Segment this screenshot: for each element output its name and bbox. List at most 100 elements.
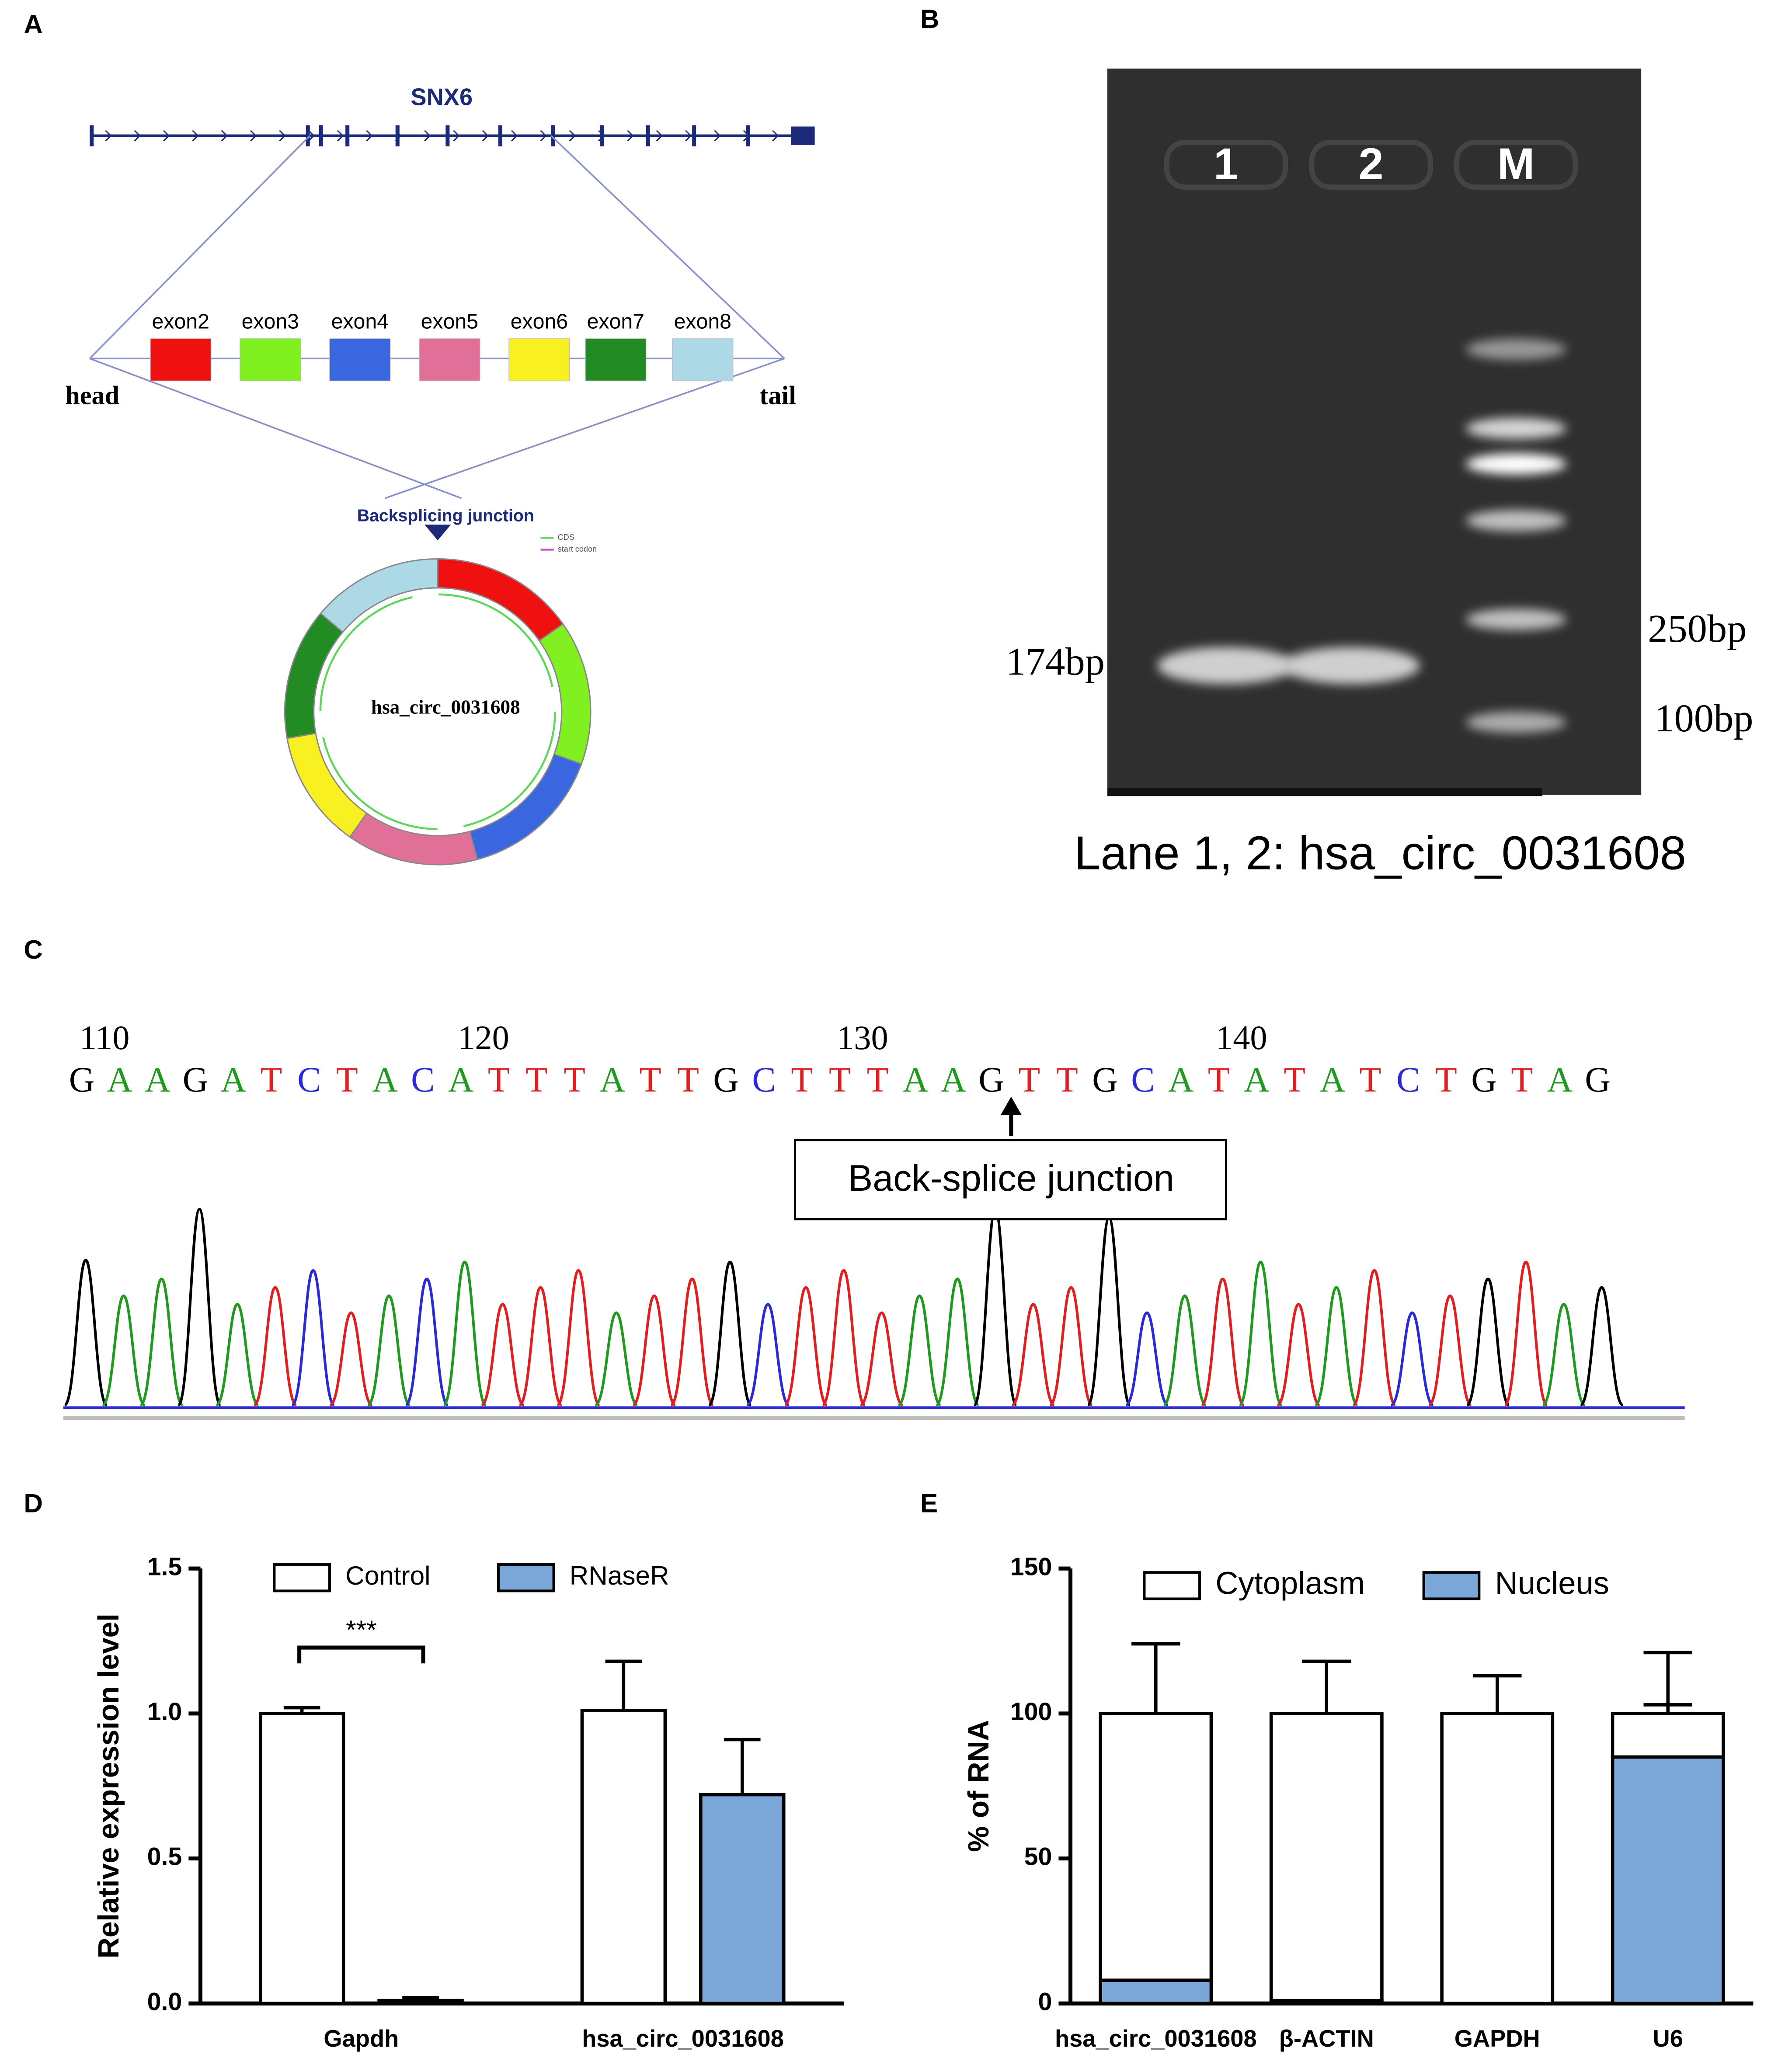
chromatogram-peak — [102, 1294, 146, 1407]
base-letter: A — [145, 1060, 170, 1099]
error-bar — [1473, 1674, 1522, 1714]
track-chevron — [656, 130, 663, 142]
track-chevron — [424, 130, 431, 142]
significance-label: *** — [346, 1615, 376, 1644]
exon-box — [419, 338, 480, 382]
base-letter: T — [1360, 1060, 1381, 1099]
circ-segment — [349, 812, 478, 866]
junction-label: Backsplicing junction — [357, 506, 534, 525]
lane-label: 1 — [1214, 139, 1239, 189]
junction-arrowhead — [1000, 1096, 1022, 1115]
exon-box — [150, 338, 212, 382]
gel-well — [1309, 139, 1433, 190]
exon-label: exon8 — [674, 309, 731, 333]
head-label: head — [65, 381, 119, 410]
x-tick-label: hsa_circ_0031608 — [1055, 2025, 1257, 2052]
bar — [377, 1999, 464, 2005]
chromatogram-peak — [973, 1208, 1018, 1407]
bar — [1611, 1755, 1725, 2005]
chromatogram-peak — [1125, 1311, 1169, 1407]
y-tick-label: 50 — [1024, 1843, 1052, 1871]
chromatogram-peak — [518, 1286, 563, 1407]
gene-exon — [345, 125, 350, 146]
y-axis-label: Relative expression level — [93, 1613, 125, 1958]
chromatogram-peak — [481, 1303, 525, 1407]
legend-swatch — [1143, 1571, 1201, 1600]
base-letter: T — [791, 1060, 813, 1099]
marker-band — [1466, 510, 1566, 532]
circ-segment — [284, 612, 344, 739]
chromatogram-peak — [784, 1286, 828, 1407]
chromatogram-peak — [1277, 1303, 1320, 1407]
chromatogram-peak — [557, 1269, 600, 1407]
exon-label: exon6 — [511, 309, 568, 333]
track-chevron — [627, 130, 634, 142]
circ-segment — [437, 558, 564, 642]
zoom-line — [89, 358, 462, 499]
gel-band — [1283, 647, 1420, 684]
circ-segment — [538, 623, 592, 765]
track-chevron — [772, 130, 779, 142]
legend-swatch — [1422, 1571, 1481, 1600]
exon-label: exon2 — [152, 309, 209, 333]
chromatogram-peak — [1086, 1216, 1131, 1407]
chromatogram-peak — [859, 1311, 904, 1407]
panel-label: B — [920, 4, 939, 34]
bar — [1099, 1978, 1213, 2005]
track-chevron — [366, 130, 373, 142]
error-bar — [1302, 1659, 1351, 1714]
gene-exon — [498, 125, 502, 146]
bar — [580, 1709, 667, 2005]
marker-band — [1466, 417, 1566, 439]
track-chevron — [482, 130, 489, 142]
exon-box — [672, 338, 734, 382]
base-letter: T — [677, 1060, 699, 1099]
chromatogram-peak — [936, 1277, 979, 1407]
base-letter: T — [526, 1060, 548, 1099]
y-tick-label: 0 — [1038, 1988, 1052, 2016]
chromatogram-peak — [1428, 1294, 1472, 1407]
base-letter: A — [599, 1060, 625, 1099]
chromatogram-peak — [1504, 1260, 1548, 1407]
chromatogram-peak — [1580, 1286, 1624, 1407]
annotation-box — [794, 1139, 1227, 1220]
gene-exon — [646, 125, 650, 146]
legend-swatch — [497, 1563, 555, 1592]
y-tick-label: 0.5 — [147, 1843, 182, 1871]
track-chevron — [279, 130, 286, 142]
exon-box — [240, 338, 301, 382]
base-letter: T — [564, 1060, 585, 1099]
gene-exon — [306, 125, 310, 146]
base-letter: T — [1284, 1060, 1305, 1099]
track-chevron — [134, 130, 141, 142]
chromatogram-peak — [1352, 1269, 1396, 1407]
base-letter: C — [411, 1060, 435, 1099]
error-bar — [283, 1706, 320, 1714]
bar — [1440, 1712, 1555, 2005]
base-letter: A — [448, 1060, 474, 1099]
x-tick-label: U6 — [1653, 2025, 1683, 2052]
zoom-line — [550, 135, 785, 359]
band-label: 174bp — [1006, 639, 1105, 683]
y-tick-label: 150 — [1010, 1553, 1052, 1581]
y-tick-label: 0.0 — [147, 1988, 182, 2016]
track-chevron — [163, 130, 170, 142]
base-letter: G — [978, 1060, 1004, 1099]
gene-name: SNX6 — [411, 83, 473, 110]
marker-band — [1466, 712, 1566, 733]
base-letter: T — [1208, 1060, 1230, 1099]
base-letter: T — [1018, 1060, 1040, 1099]
legend-label: Cytoplasm — [1215, 1565, 1365, 1601]
track-chevron — [337, 130, 344, 142]
track-chevron — [511, 130, 518, 142]
track-chevron — [192, 130, 199, 142]
y-tick-label: 100 — [1010, 1698, 1052, 1726]
bar — [1099, 1712, 1213, 1982]
chromatogram-peak — [1201, 1277, 1245, 1407]
legend-label: start codon — [558, 545, 597, 553]
x-tick-label: Gapdh — [324, 2025, 399, 2052]
marker-band — [1466, 609, 1566, 630]
position-label: 130 — [837, 1019, 888, 1057]
chromatogram-peak — [1315, 1286, 1358, 1407]
